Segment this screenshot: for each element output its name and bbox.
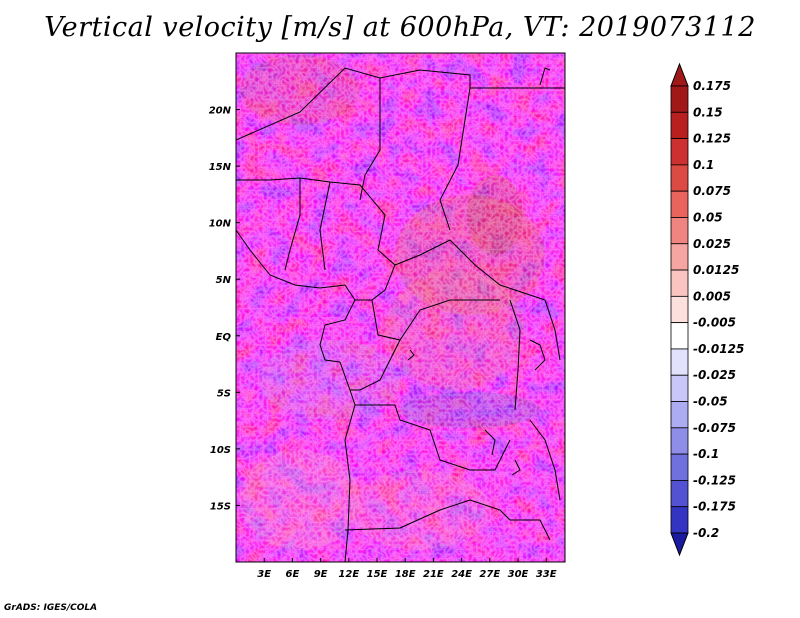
credit-text: GrADS: IGES/COLA (4, 603, 98, 613)
colorbar-segment (670, 217, 689, 245)
colorbar-label: 0.005 (693, 289, 731, 303)
colorbar-segment (670, 138, 689, 166)
x-tick-label: 3E (257, 569, 271, 580)
x-tick-label: 12E (338, 569, 359, 580)
country-borders (236, 67, 565, 562)
x-tick-label: 15E (367, 569, 388, 580)
velocity-field (236, 53, 565, 562)
colorbar-segment (670, 401, 689, 429)
colorbar-label: -0.005 (693, 316, 736, 330)
colorbar-label: 0.175 (693, 79, 731, 93)
x-tick-label: 27E (479, 569, 500, 580)
x-tick-label: 24E (451, 569, 472, 580)
colorbar-segment (670, 243, 689, 271)
y-tick-label: 15S (210, 501, 231, 512)
map-title: Vertical velocity [m/s] at 600hPa, VT: 2… (44, 12, 756, 43)
colorbar-segment (670, 269, 689, 297)
colorbar-label: -0.1 (693, 447, 719, 461)
colorbar-segment (670, 85, 689, 113)
colorbar-label: -0.0125 (693, 342, 744, 356)
y-tick-label: 10S (210, 445, 231, 456)
x-tick-label: 21E (423, 569, 444, 580)
x-tick-label: 6E (286, 569, 300, 580)
colorbar-label: -0.075 (693, 421, 736, 435)
x-tick-label: 30E (508, 569, 529, 580)
x-tick-label: 33E (536, 569, 557, 580)
colorbar-label: 0.05 (693, 210, 723, 224)
colorbar-segment (670, 506, 689, 534)
colorbar-segment (670, 322, 689, 350)
x-tick-label: 9E (314, 569, 328, 580)
colorbar-segment (670, 480, 689, 508)
colorbar-label: -0.2 (693, 526, 719, 540)
colorbar-segment (670, 348, 689, 376)
colorbar-label: 0.0125 (693, 263, 739, 277)
colorbar-segment (670, 164, 689, 192)
colorbar-segment (670, 111, 689, 139)
colorbar-label: 0.025 (693, 237, 731, 251)
colorbar-label: -0.125 (693, 473, 736, 487)
colorbar-segment (670, 453, 689, 481)
colorbar-max-triangle (670, 62, 689, 87)
colorbar-segment (670, 427, 689, 455)
latitude-axis: 20N 15N 10N 5N EQ 5S 10S 15S (209, 106, 240, 512)
colorbar-segment (670, 190, 689, 218)
y-tick-label: EQ (216, 332, 232, 343)
colorbar-label: -0.05 (693, 395, 728, 409)
longitude-axis: 3E 6E 9E 12E 15E 18E 21E 24E 27E 30E 33E (257, 558, 557, 580)
map-frame (235, 52, 566, 563)
colorbar: 0.175 0.15 0.125 0.1 0.075 0.05 0.025 0.0125 0.0… (670, 62, 744, 557)
y-tick-label: 10N (209, 219, 232, 230)
colorbar-label: 0.15 (693, 105, 723, 119)
colorbar-label: 0.075 (693, 184, 731, 198)
colorbar-label: 0.1 (693, 158, 714, 172)
colorbar-label: 0.125 (693, 132, 731, 146)
colorbar-label: -0.025 (693, 368, 736, 382)
colorbar-segment (670, 295, 689, 324)
y-tick-label: 5S (217, 388, 231, 399)
y-tick-label: 15N (209, 162, 232, 173)
y-tick-label: 5N (216, 275, 232, 286)
colorbar-label: -0.175 (693, 500, 736, 514)
y-tick-label: 20N (209, 106, 232, 117)
colorbar-segment (670, 374, 689, 402)
x-tick-label: 18E (395, 569, 416, 580)
colorbar-min-triangle (670, 532, 689, 557)
